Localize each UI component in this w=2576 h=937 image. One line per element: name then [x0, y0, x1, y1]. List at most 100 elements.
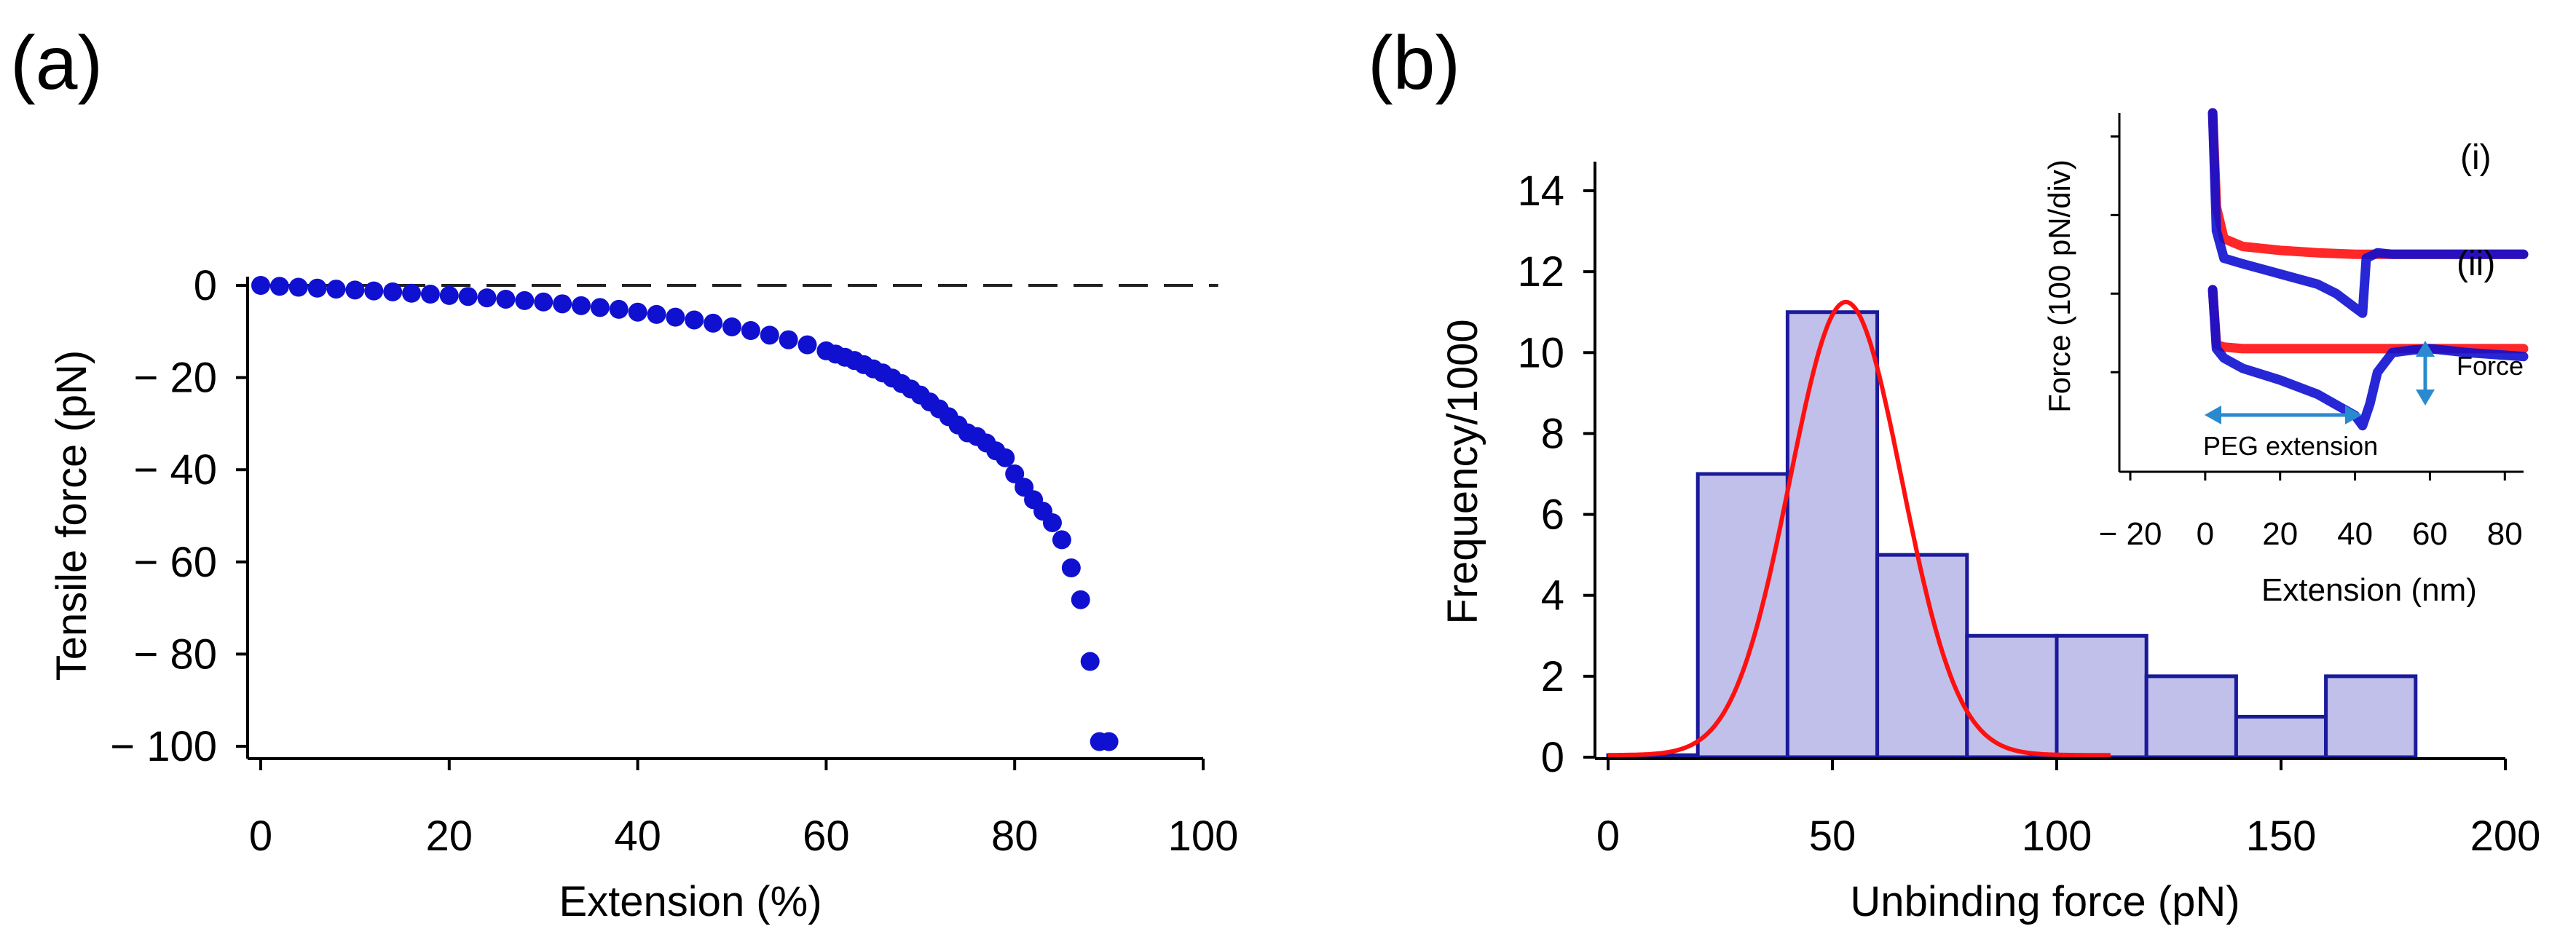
data-point — [1099, 732, 1119, 751]
x-tick-label: 80 — [991, 813, 1039, 860]
y-tick-label: 8 — [1541, 410, 1564, 457]
data-point — [666, 307, 685, 327]
panel-label-b: (b) — [1368, 21, 1460, 106]
force-arrow — [2416, 341, 2435, 406]
inset-x-tick-label: 20 — [2262, 516, 2298, 552]
data-point — [553, 294, 572, 314]
data-point — [722, 317, 741, 336]
y-tick-label: − 40 — [134, 446, 218, 494]
x-tick-labels-group: 0 20 40 60 80 100 — [249, 813, 1239, 860]
y-tick-label: − 60 — [134, 539, 218, 586]
data-point — [590, 298, 610, 317]
y-tick-label: 0 — [1541, 734, 1564, 781]
data-point — [1052, 530, 1071, 550]
data-point — [269, 277, 289, 296]
y-tick-label: 6 — [1541, 491, 1564, 539]
inset-y-axis-label: Force (100 pN/div) — [2042, 159, 2076, 413]
data-point — [515, 290, 535, 310]
peg-extension-annotation: PEG extension — [2203, 431, 2378, 461]
x-tick-label: 100 — [2022, 813, 2092, 860]
curve-label-ii: (ii) — [2457, 245, 2495, 283]
inset-x-axis-label: Extension (nm) — [2261, 572, 2477, 608]
x-tick-label: 0 — [249, 813, 272, 860]
scatter-points-group — [251, 276, 1119, 751]
x-axis-label: Unbinding force (pN) — [1850, 878, 2240, 925]
force-arrow-head-up — [2416, 341, 2435, 357]
data-point — [1042, 513, 1062, 532]
data-point — [760, 325, 779, 345]
y-tick-label: − 80 — [134, 630, 218, 678]
data-point — [383, 282, 403, 301]
inset-red-curve — [2207, 108, 2529, 259]
histogram-bar — [2055, 633, 2148, 759]
data-point — [496, 289, 516, 309]
inset-x-tick-labels-group: − 20 0 20 40 60 80 — [2099, 516, 2523, 552]
chart-panel-a: 0 20 40 60 80 100 0 − 20 − 40 − 60 − 80 − 100 Exte… — [48, 262, 1238, 925]
y-tick-label: 14 — [1517, 167, 1564, 215]
data-point — [571, 296, 591, 315]
y-axis-label: Frequency/1000 — [1439, 319, 1486, 624]
x-tick-label: 40 — [614, 813, 661, 860]
panel-label-a: (a) — [10, 21, 103, 106]
data-point — [439, 285, 459, 305]
x-tick-label: 50 — [1809, 813, 1856, 860]
y-tick-label: 2 — [1541, 653, 1564, 700]
y-tick-label: 0 — [194, 262, 217, 309]
y-axis-label: Tensile force (pN) — [48, 350, 95, 681]
x-tick-label: 20 — [426, 813, 473, 860]
inset-x-tick-label: 0 — [2197, 516, 2214, 552]
y-tick-label: 10 — [1517, 329, 1564, 376]
x-tick-label: 100 — [1168, 813, 1239, 860]
force-annotation: Force — [2457, 351, 2524, 381]
histogram-bar — [2144, 674, 2238, 759]
histogram-bar — [1695, 472, 1789, 759]
data-point — [364, 281, 384, 301]
inset-x-tick-label: − 20 — [2099, 516, 2162, 552]
inset-axes-group — [2111, 113, 2524, 481]
x-tick-label: 150 — [2246, 813, 2317, 860]
axes-group — [236, 277, 1205, 770]
y-tick-label: 4 — [1541, 572, 1564, 620]
data-point — [534, 292, 554, 312]
axes-group — [1583, 162, 2507, 770]
x-tick-label: 200 — [2470, 813, 2541, 860]
data-point — [345, 280, 365, 300]
inset-x-tick-label: 80 — [2487, 516, 2523, 552]
data-point — [797, 335, 817, 355]
data-point — [996, 448, 1015, 467]
data-point — [477, 288, 497, 308]
x-axis-label: Extension (%) — [559, 878, 822, 925]
gaussian-fit-curve — [1608, 299, 2111, 758]
inset-x-tick-label: 60 — [2412, 516, 2448, 552]
histogram-bar — [1965, 633, 2059, 759]
x-tick-label: 60 — [803, 813, 850, 860]
y-tick-labels-group: 0 − 20 − 40 − 60 − 80 − 100 — [110, 262, 217, 770]
data-point — [779, 330, 798, 349]
inset-chart: − 20 0 20 40 60 80 Extension (nm) Force (100 … — [2042, 108, 2529, 608]
data-point — [628, 302, 647, 322]
data-point — [609, 299, 629, 319]
y-tick-label: − 100 — [110, 723, 217, 770]
data-point — [420, 285, 440, 304]
y-tick-label: 12 — [1517, 248, 1564, 296]
data-point — [741, 321, 760, 341]
data-point — [647, 304, 666, 324]
data-point — [307, 278, 327, 298]
peg-extension-arrow — [2205, 406, 2362, 424]
curve-label-i: (i) — [2460, 138, 2492, 177]
histogram-bar — [1785, 310, 1880, 759]
y-tick-label: − 20 — [134, 355, 218, 402]
data-point — [251, 276, 270, 295]
peg-arrow-head-right — [2345, 406, 2362, 424]
x-tick-label: 0 — [1596, 813, 1620, 860]
data-point — [288, 277, 308, 297]
inset-blue-curve — [2207, 108, 2529, 318]
data-point — [1061, 558, 1081, 578]
data-point — [1071, 590, 1090, 609]
x-tick-labels-group: 0 50 100 150 200 — [1596, 813, 2541, 860]
data-point — [685, 310, 704, 330]
histogram-bar — [2324, 674, 2418, 759]
histogram-bar — [2234, 714, 2328, 759]
